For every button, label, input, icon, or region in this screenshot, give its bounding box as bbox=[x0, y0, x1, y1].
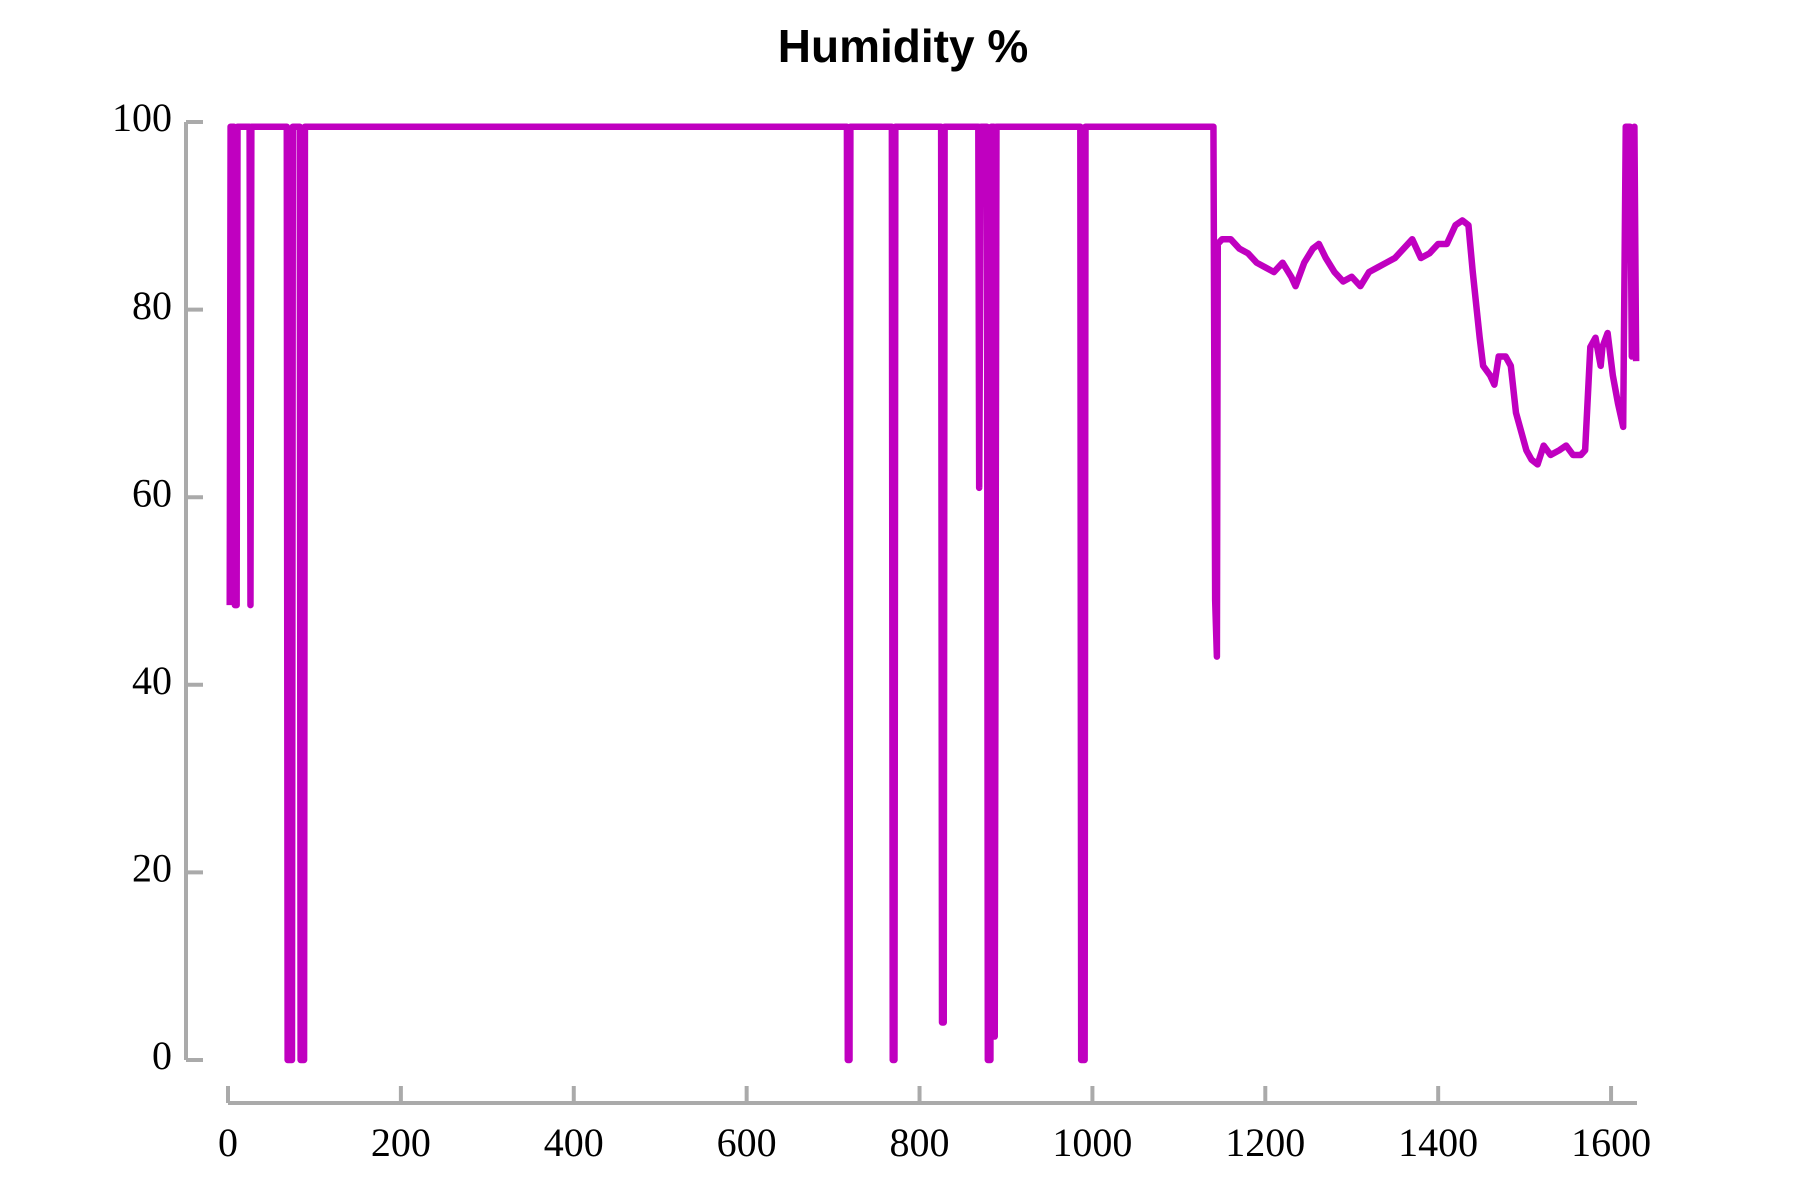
x-tick-label: 1200 bbox=[1225, 1120, 1305, 1165]
x-tick-label: 0 bbox=[218, 1120, 238, 1165]
x-tick-label: 600 bbox=[717, 1120, 777, 1165]
x-tick-label: 1000 bbox=[1052, 1120, 1132, 1165]
x-tick-label: 200 bbox=[371, 1120, 431, 1165]
y-tick-label: 60 bbox=[132, 470, 172, 515]
chart-title: Humidity % bbox=[778, 20, 1028, 72]
x-tick-label: 800 bbox=[890, 1120, 950, 1165]
x-tick-label: 400 bbox=[544, 1120, 604, 1165]
x-tick-label: 1400 bbox=[1398, 1120, 1478, 1165]
x-tick-label: 1600 bbox=[1571, 1120, 1651, 1165]
y-tick-label: 80 bbox=[132, 283, 172, 328]
y-tick-label: 100 bbox=[112, 95, 172, 140]
y-tick-label: 40 bbox=[132, 658, 172, 703]
data-line bbox=[226, 123, 1640, 1064]
y-tick-label: 0 bbox=[152, 1033, 172, 1078]
y-tick-label: 20 bbox=[132, 846, 172, 891]
